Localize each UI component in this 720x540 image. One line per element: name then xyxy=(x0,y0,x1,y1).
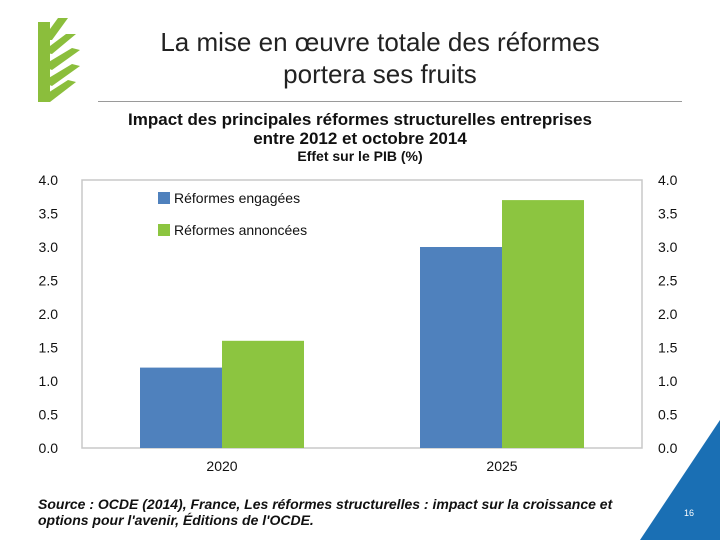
slide-title: La mise en œuvre totale des réformes por… xyxy=(100,26,660,90)
y-tick-label-left: 2.0 xyxy=(39,306,59,322)
legend-label: Réformes engagées xyxy=(174,190,300,206)
y-tick-label-right: 1.0 xyxy=(658,373,678,389)
bar-annoncees-2020 xyxy=(222,340,304,448)
bar-engagees-2025 xyxy=(420,247,502,448)
y-tick-label-left: 0.5 xyxy=(39,407,59,423)
legend-label: Réformes annoncées xyxy=(174,222,307,238)
source-note: Source : OCDE (2014), France, Les réform… xyxy=(38,496,658,528)
page-number: 16 xyxy=(684,508,695,518)
x-tick-label: 2025 xyxy=(486,458,517,474)
slide-title-line-1: La mise en œuvre totale des réformes xyxy=(160,27,600,57)
y-tick-label-right: 3.0 xyxy=(658,239,678,255)
y-tick-label-right: 2.0 xyxy=(658,306,678,322)
y-tick-label-left: 3.0 xyxy=(39,239,59,255)
chart-title: Impact des principales réformes structur… xyxy=(40,110,680,165)
legend-swatch xyxy=(158,192,170,204)
slide-title-line-2: portera ses fruits xyxy=(283,59,477,89)
y-tick-label-right: 3.5 xyxy=(658,206,678,222)
bar-annoncees-2025 xyxy=(502,200,584,448)
source-label: Source : xyxy=(38,496,98,512)
source-text: OCDE (2014), France, Les réformes struct… xyxy=(38,496,613,528)
chart-title-line-1: Impact des principales réformes structur… xyxy=(128,110,592,129)
legend-swatch xyxy=(158,224,170,236)
corner-accent-shape xyxy=(640,420,720,540)
y-tick-label-left: 1.0 xyxy=(39,373,59,389)
y-tick-label-right: 1.5 xyxy=(658,340,678,356)
y-tick-label-right: 4.0 xyxy=(658,172,678,188)
y-tick-label-right: 0.5 xyxy=(658,407,678,423)
y-tick-label-right: 2.5 xyxy=(658,273,678,289)
y-tick-label-left: 1.5 xyxy=(39,340,59,356)
y-tick-label-right: 0.0 xyxy=(658,440,678,456)
x-tick-label: 2020 xyxy=(206,458,237,474)
y-tick-label-left: 3.5 xyxy=(39,206,59,222)
chart-title-line-2: entre 2012 et octobre 2014 xyxy=(253,129,467,148)
oecd-logo-icon xyxy=(38,18,80,102)
y-tick-label-left: 0.0 xyxy=(39,440,59,456)
chart-subtitle: Effet sur le PIB (%) xyxy=(297,148,423,164)
y-tick-label-left: 4.0 xyxy=(39,172,59,188)
bar-engagees-2020 xyxy=(140,367,222,448)
y-tick-label-left: 2.5 xyxy=(39,273,59,289)
plot-area xyxy=(81,179,643,449)
title-divider xyxy=(98,101,682,102)
